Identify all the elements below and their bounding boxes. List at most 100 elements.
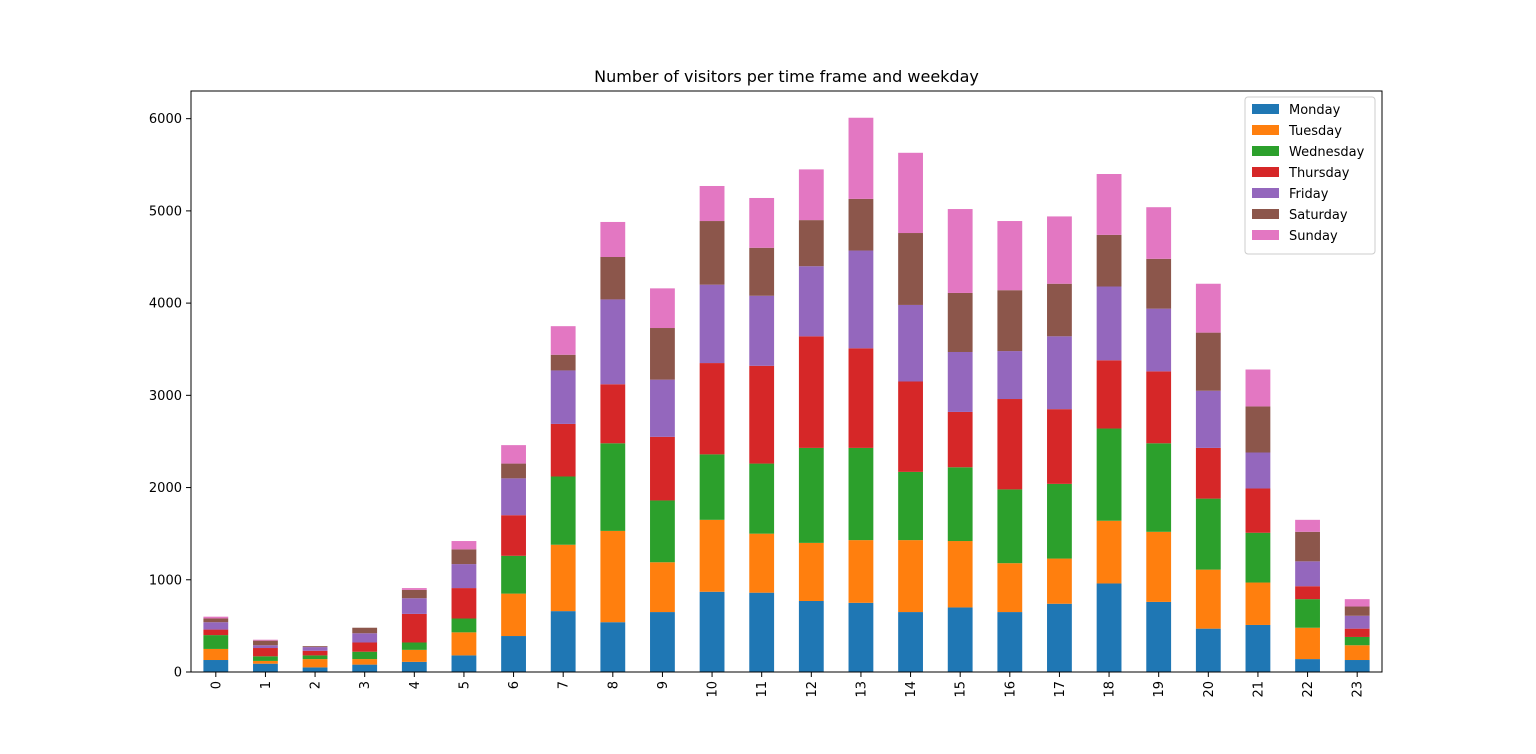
bar-segment-saturday-3	[352, 627, 378, 634]
bar-segment-tuesday-4	[401, 649, 427, 662]
bar-segment-thursday-9	[650, 436, 675, 501]
bar-segment-saturday-2	[302, 646, 328, 648]
legend-label-sunday: Sunday	[1289, 229, 1338, 244]
legend-swatch-thursday	[1252, 167, 1279, 177]
bar-segment-monday-16	[997, 612, 1023, 672]
bar-segment-thursday-3	[352, 642, 378, 652]
bar-segment-thursday-17	[1047, 409, 1072, 484]
bar-segment-wednesday-10	[699, 454, 725, 520]
bar-segment-tuesday-18	[1096, 520, 1122, 584]
bar-segment-thursday-6	[501, 515, 526, 556]
bar-segment-monday-20	[1195, 628, 1221, 672]
bar-segment-sunday-13	[848, 117, 874, 199]
legend-label-saturday: Saturday	[1289, 208, 1348, 223]
bar-segment-thursday-11	[749, 365, 775, 464]
bar-segment-tuesday-8	[600, 530, 626, 623]
bar-segment-tuesday-11	[749, 533, 775, 593]
bar-segment-thursday-0	[203, 629, 229, 636]
x-tick-label: 22	[1301, 681, 1316, 698]
bar-segment-sunday-9	[650, 288, 675, 329]
x-tick-label: 1	[259, 681, 274, 689]
y-tick-label: 6000	[149, 112, 182, 127]
x-tick-label: 5	[457, 681, 472, 689]
bar-segment-friday-20	[1195, 390, 1221, 448]
x-tick-label: 11	[755, 681, 770, 698]
bar-segment-monday-11	[749, 592, 775, 672]
bar-segment-tuesday-5	[451, 632, 477, 656]
bar-segment-sunday-11	[749, 197, 775, 248]
bar-segment-monday-5	[451, 655, 477, 672]
bar-segment-thursday-15	[947, 411, 973, 468]
x-tick-label: 13	[854, 681, 869, 698]
bar-segment-friday-16	[997, 351, 1023, 400]
legend-swatch-tuesday	[1252, 125, 1279, 135]
bar-segment-tuesday-0	[203, 648, 229, 661]
bar-segment-thursday-19	[1146, 371, 1172, 444]
bars-group	[203, 117, 1370, 672]
bar-segment-saturday-21	[1245, 406, 1271, 453]
bar-segment-wednesday-3	[352, 651, 378, 660]
legend-label-tuesday: Tuesday	[1288, 124, 1342, 139]
bar-segment-monday-12	[798, 600, 824, 672]
x-tick-label: 21	[1251, 681, 1266, 698]
bar-segment-friday-22	[1295, 561, 1320, 587]
legend-swatch-sunday	[1252, 230, 1279, 240]
bar-segment-sunday-15	[947, 209, 973, 293]
bar-segment-sunday-4	[401, 588, 427, 590]
bar-segment-wednesday-0	[203, 635, 229, 649]
bar-segment-sunday-6	[501, 445, 526, 464]
bar-segment-monday-2	[302, 667, 328, 672]
x-tick-label: 16	[1003, 681, 1018, 698]
bar-segment-thursday-12	[798, 336, 824, 448]
x-tick-label: 12	[805, 681, 820, 698]
bar-segment-thursday-16	[997, 399, 1023, 490]
bar-segment-friday-18	[1096, 286, 1122, 361]
bar-segment-friday-6	[501, 478, 526, 516]
bar-segment-sunday-22	[1295, 519, 1320, 532]
bar-segment-friday-23	[1344, 615, 1370, 629]
bar-segment-monday-15	[947, 607, 973, 672]
bar-segment-monday-21	[1245, 624, 1271, 672]
bar-segment-sunday-14	[898, 152, 923, 234]
bar-segment-monday-1	[253, 663, 278, 672]
bar-segment-wednesday-14	[898, 471, 923, 541]
bar-segment-wednesday-19	[1146, 443, 1172, 532]
bar-segment-tuesday-1	[253, 660, 278, 664]
bar-segment-monday-14	[898, 612, 923, 672]
bar-segment-thursday-14	[898, 381, 923, 472]
x-tick-label: 4	[408, 681, 423, 689]
bar-segment-tuesday-16	[997, 563, 1023, 613]
bar-segment-sunday-20	[1195, 283, 1221, 333]
bar-segment-tuesday-22	[1295, 627, 1320, 660]
bar-segment-saturday-17	[1047, 283, 1072, 337]
bar-segment-saturday-6	[501, 463, 526, 479]
bar-segment-tuesday-7	[550, 544, 576, 612]
bar-segment-tuesday-12	[798, 542, 824, 601]
bar-segment-friday-2	[302, 647, 328, 651]
bar-segment-tuesday-10	[699, 519, 725, 592]
x-tick-label: 17	[1053, 681, 1068, 698]
bar-segment-thursday-21	[1245, 488, 1271, 533]
bar-segment-tuesday-19	[1146, 531, 1172, 602]
bar-segment-thursday-20	[1195, 447, 1221, 499]
legend-label-monday: Monday	[1289, 103, 1341, 118]
legend-swatch-saturday	[1252, 209, 1279, 219]
bar-segment-saturday-4	[401, 589, 427, 599]
bar-segment-saturday-10	[699, 221, 725, 285]
bar-segment-monday-8	[600, 622, 626, 672]
y-tick-label: 4000	[149, 297, 182, 312]
bar-segment-sunday-1	[253, 639, 278, 641]
x-tick-label: 18	[1103, 681, 1118, 698]
bar-segment-friday-5	[451, 564, 477, 589]
y-tick-label: 3000	[149, 389, 182, 404]
bar-segment-monday-10	[699, 591, 725, 672]
legend-label-wednesday: Wednesday	[1289, 145, 1365, 160]
bar-segment-tuesday-17	[1047, 558, 1072, 604]
bar-segment-friday-14	[898, 304, 923, 382]
bar-segment-wednesday-16	[997, 489, 1023, 564]
bar-segment-thursday-23	[1344, 628, 1370, 637]
bar-segment-wednesday-23	[1344, 636, 1370, 646]
bar-segment-wednesday-7	[550, 476, 576, 545]
bar-segment-saturday-1	[253, 640, 278, 646]
